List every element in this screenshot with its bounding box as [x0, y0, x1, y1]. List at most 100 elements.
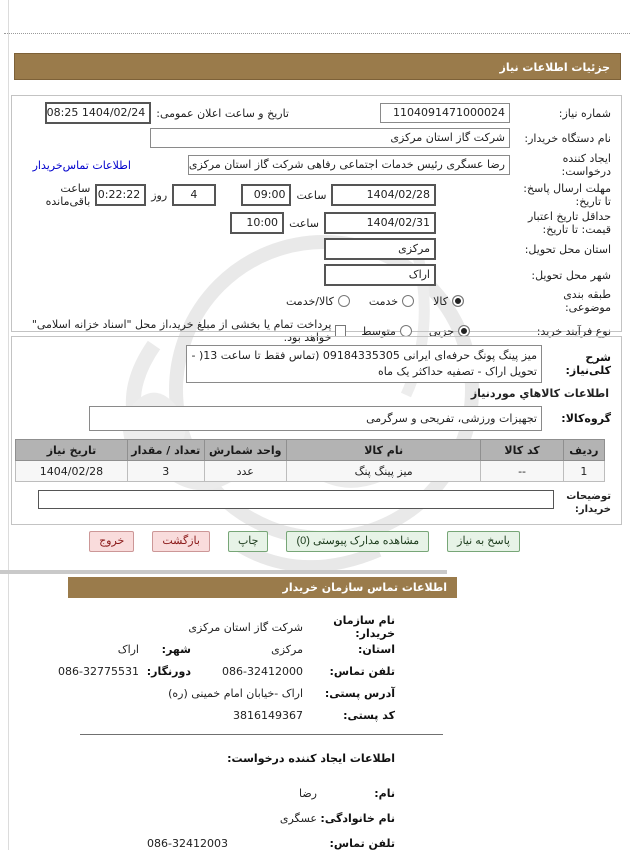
- delivery-province-label: استان محل تحویل:: [524, 242, 611, 256]
- row-delivery-province: استان محل تحویل: مرکزی: [18, 238, 611, 260]
- row-creator-last-name: نام خانوادگی: عسگری: [55, 806, 395, 831]
- radio-icon[interactable]: [337, 295, 350, 307]
- org-phone-label: تلفن تماس:: [329, 664, 395, 678]
- postal-address-value: اراک -خیابان امام خمینی (ره): [168, 686, 303, 700]
- top-dotted-divider: [4, 33, 630, 34]
- last-name-label: نام خانوادگی:: [320, 812, 395, 825]
- radio-selected-icon[interactable]: [452, 295, 464, 307]
- validity-hour-field[interactable]: 10:00: [230, 212, 285, 234]
- row-phone-fax: تلفن تماس: 086-32412000 دورنگار: 086-327…: [55, 660, 395, 682]
- response-deadline-label: مهلت ارسال پاسخ: تا تاریخ:: [523, 182, 611, 208]
- row-province-city: استان: مرکزی شهر: اراک: [55, 638, 395, 660]
- deadline-date-field[interactable]: 1404/02/28: [331, 184, 436, 206]
- radio-icon[interactable]: [402, 295, 415, 307]
- row-need-number: شماره نیاز: 1104091471000024 تاریخ و ساع…: [18, 102, 611, 124]
- purchase-process-label: نوع فرآیند خرید:: [536, 324, 611, 338]
- need-number-field[interactable]: 1104091471000024: [380, 103, 510, 123]
- exit-button[interactable]: خروج: [89, 531, 135, 552]
- goods-table-header-row: ردیف کد کالا نام کالا واحد شمارش تعداد /…: [15, 439, 606, 461]
- org-name-value: شرکت گاز استان مرکزی: [188, 620, 303, 634]
- buyer-org-field[interactable]: شرکت گاز استان مرکزی: [150, 128, 510, 148]
- org-name-label: نام سازمان خریدار:: [333, 614, 395, 640]
- city-value: اراک: [117, 642, 139, 656]
- col-need-date: تاریخ نیاز: [15, 439, 128, 461]
- province-label: استان:: [358, 642, 395, 656]
- row-response-deadline: مهلت ارسال پاسخ: تا تاریخ: 1404/02/28 سا…: [18, 182, 611, 208]
- classification-option-goods-service[interactable]: کالا/خدمت: [286, 295, 350, 308]
- row-creator-phone: تلفن تماس: 086-32412003: [55, 831, 395, 856]
- classification-option-goods[interactable]: کالا: [433, 295, 464, 308]
- announce-datetime-field[interactable]: 1404/02/24 08:25: [45, 102, 152, 124]
- row-request-creator: ایجاد کننده درخواست: رضا عسگری رئیس خدما…: [18, 152, 611, 178]
- deadline-hour-field[interactable]: 09:00: [240, 184, 292, 206]
- province-value: مرکزی: [271, 642, 303, 656]
- buyer-contact-link[interactable]: اطلاعات تماس‌خریدار: [32, 158, 131, 172]
- buyer-org-label: نام دستگاه خریدار:: [524, 131, 611, 145]
- need-details-title: جزئیات اطلاعات نیاز: [499, 61, 611, 74]
- contact-section-divider: [80, 734, 443, 735]
- cell-count-unit: عدد: [203, 460, 287, 482]
- view-attachments-button[interactable]: مشاهده مدارک پیوستی (0): [286, 531, 430, 552]
- delivery-city-field[interactable]: اراک: [324, 264, 436, 286]
- col-row-number: ردیف: [562, 439, 606, 461]
- validity-date-field[interactable]: 1404/02/31: [324, 212, 436, 234]
- creator-info-title: اطلاعات ایجاد کننده درخواست:: [227, 752, 395, 765]
- buyer-notes-field[interactable]: [38, 490, 554, 509]
- row-price-validity: حداقل تاریخ اعتبار قیمت: تا تاریخ: 1404/…: [18, 210, 611, 236]
- goods-details-panel: شرح کلی‌نیاز: میز پینگ پونگ حرفه‌ای ایرا…: [11, 336, 622, 525]
- classification-option-service[interactable]: خدمت: [369, 295, 415, 308]
- request-creator-field[interactable]: رضا عسگری رئیس خدمات اجتماعی رفاهی شرکت …: [188, 155, 510, 175]
- fax-value: 086-32775531: [58, 664, 139, 678]
- row-delivery-city: شهر محل تحویل: اراک: [18, 264, 611, 286]
- section-header-need-details: جزئیات اطلاعات نیاز: [14, 53, 621, 80]
- remaining-days-label: روز: [151, 188, 168, 202]
- row-buyer-notes: توضیحات خریدار:: [18, 490, 611, 516]
- need-description-field[interactable]: میز پینگ پونگ حرفه‌ای ایرانی 09184335305…: [186, 345, 542, 383]
- remaining-time-field[interactable]: 00:22:22: [95, 184, 147, 206]
- cell-row-number: 1: [562, 460, 606, 482]
- buyer-notes-label: توضیحات خریدار:: [566, 491, 611, 515]
- col-quantity: تعداد / مقدار: [126, 439, 205, 461]
- row-buyer-org: نام دستگاه خریدار: شرکت گاز استان مرکزی: [18, 128, 611, 148]
- row-postal-address: آدرس پستی: اراک -خیابان امام خمینی (ره): [55, 682, 395, 704]
- validity-hour-label: ساعت: [289, 216, 319, 230]
- need-number-label: شماره نیاز:: [558, 106, 611, 120]
- remaining-days-field[interactable]: 4: [172, 184, 216, 206]
- postal-address-label: آدرس پستی:: [324, 686, 395, 700]
- cell-need-date: 1404/02/28: [15, 460, 128, 482]
- cell-goods-name: میز پینگ پنگ: [285, 460, 482, 482]
- creator-phone-label: تلفن تماس:: [329, 837, 395, 850]
- request-creator-info-block: اطلاعات ایجاد کننده درخواست: نام: رضا نا…: [55, 752, 395, 856]
- row-creator-first-name: نام: رضا: [55, 781, 395, 806]
- goods-group-field[interactable]: تجهیزات ورزشی، تفریحی و سرگرمی: [89, 406, 542, 431]
- cell-quantity: 3: [126, 460, 205, 482]
- org-phone-value: 086-32412000: [222, 664, 303, 678]
- respond-to-need-button[interactable]: پاسخ به نیاز: [447, 531, 520, 552]
- postal-code-value: 3816149367: [233, 708, 303, 722]
- buyer-contact-title: اطلاعات تماس سازمان خریدار: [282, 581, 447, 594]
- row-subject-classification: طبقه بندی موضوعی: کالا خدمت کالا/خدمت: [18, 288, 611, 314]
- back-button[interactable]: بازگشت: [152, 531, 210, 552]
- price-validity-label: حداقل تاریخ اعتبار قیمت: تا تاریخ:: [527, 210, 611, 236]
- classification-option-goods-service-label: کالا/خدمت: [286, 294, 334, 308]
- frame-divider-strip: [0, 570, 447, 574]
- print-button[interactable]: چاپ: [227, 531, 269, 552]
- buyer-contact-block: نام سازمان خریدار: شرکت گاز استان مرکزی …: [55, 614, 395, 726]
- left-frame-border: [8, 0, 9, 850]
- col-count-unit: واحد شمارش: [203, 439, 287, 461]
- first-name-label: نام:: [374, 787, 395, 800]
- city-label: شهر:: [161, 642, 191, 656]
- delivery-city-label: شهر محل تحویل:: [531, 268, 611, 282]
- subject-classification-label: طبقه بندی موضوعی:: [563, 288, 611, 314]
- goods-table-row: 1 -- میز پینگ پنگ عدد 3 1404/02/28: [15, 460, 606, 482]
- cell-goods-code: --: [480, 460, 564, 482]
- goods-group-label: گروه‌کالا:: [561, 412, 611, 425]
- delivery-province-field[interactable]: مرکزی: [324, 238, 436, 260]
- announce-datetime-label: تاریخ و ساعت اعلان عمومی:: [156, 106, 289, 120]
- deadline-hour-label: ساعت: [296, 188, 327, 202]
- goods-info-title: اطلاعات کالاهاي موردنیاز: [470, 387, 609, 400]
- postal-code-label: کد پستی:: [343, 708, 395, 722]
- section-header-buyer-contact: اطلاعات تماس سازمان خریدار: [68, 577, 457, 598]
- goods-table: ردیف کد کالا نام کالا واحد شمارش تعداد /…: [15, 439, 606, 482]
